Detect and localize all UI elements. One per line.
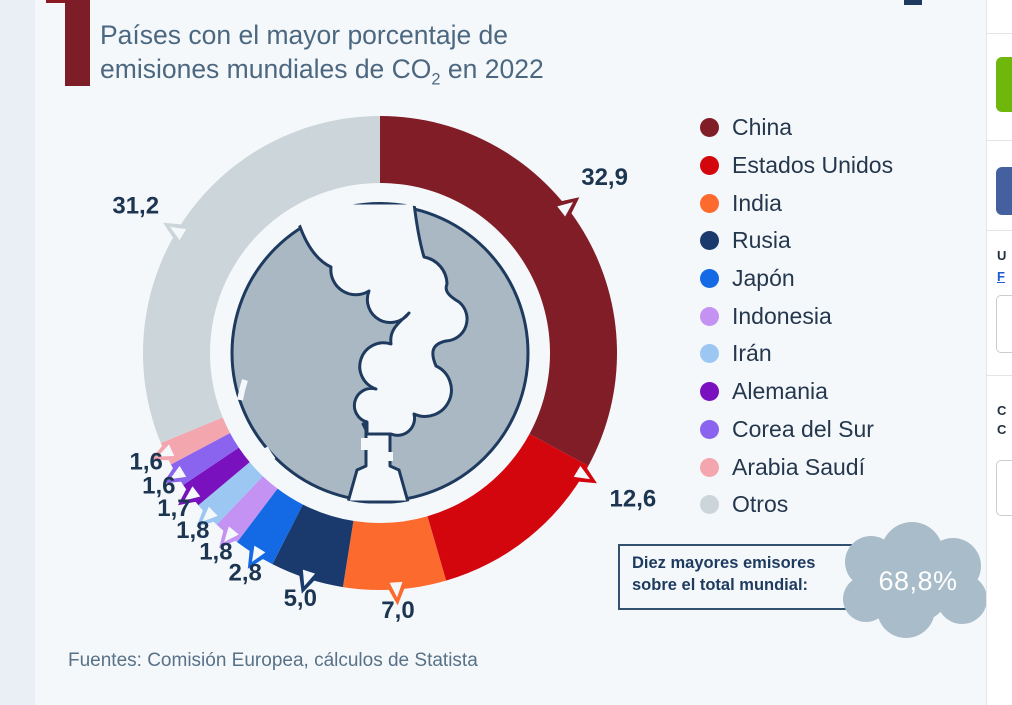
legend-swatch bbox=[700, 193, 719, 213]
slice-marker bbox=[573, 465, 591, 480]
donut-chart: 32,912,67,05,02,81,81,81,71,61,631,2 bbox=[112, 116, 657, 624]
slice-japón[interactable] bbox=[237, 488, 303, 565]
legend-item-indonesia: Indonesia bbox=[700, 297, 893, 335]
sidebar-input-box[interactable] bbox=[996, 460, 1012, 516]
legend-label: China bbox=[732, 114, 793, 141]
legend-label: Irán bbox=[732, 340, 772, 367]
legend-label: Indonesia bbox=[732, 302, 832, 329]
value-label-estados-unidos: 12,6 bbox=[610, 486, 657, 513]
annotation-line1: Diez mayores emisores bbox=[632, 554, 816, 572]
slice-irán[interactable] bbox=[198, 462, 263, 525]
value-label-china: 32,9 bbox=[581, 164, 628, 191]
value-label-rusia: 5,0 bbox=[284, 585, 317, 612]
legend-label: Alemania bbox=[732, 378, 828, 405]
legend-label: India bbox=[732, 189, 782, 216]
slice-rusia[interactable] bbox=[272, 504, 354, 588]
legend-label: Japón bbox=[732, 265, 795, 292]
title-line1: Países con el mayor porcentaje de bbox=[100, 20, 509, 50]
annotation-value: 68,8% bbox=[878, 566, 958, 596]
slice-marker bbox=[251, 545, 266, 562]
chart-legend: China Estados Unidos India Rusia Japón Indone… bbox=[700, 109, 893, 524]
slice-marker bbox=[557, 202, 574, 217]
slice-indonesia[interactable] bbox=[216, 476, 278, 543]
legend-item-rusia: Rusia bbox=[700, 222, 893, 260]
source-text: Fuentes: Comisión Europea, cálculos de S… bbox=[68, 650, 478, 671]
divider bbox=[987, 33, 1012, 34]
legend-item-japón: Japón bbox=[700, 260, 893, 298]
legend-item-india: India bbox=[700, 184, 893, 222]
cropped-top-icon bbox=[904, 0, 922, 5]
slice-marker bbox=[184, 486, 201, 501]
legend-label: Corea del Sur bbox=[732, 415, 874, 442]
page-title: Países con el mayor porcentaje de emisio… bbox=[100, 18, 700, 89]
infographic-card: Países con el mayor porcentaje de emisio… bbox=[35, 0, 987, 705]
legend-item-irán: Irán bbox=[700, 335, 893, 373]
slice-marker bbox=[302, 569, 316, 587]
center-illustration bbox=[230, 202, 530, 504]
legend-swatch bbox=[700, 344, 719, 364]
value-label-india: 7,0 bbox=[381, 597, 414, 624]
slice-marker bbox=[169, 465, 187, 480]
value-label-corea-del-sur: 1,6 bbox=[142, 472, 175, 499]
divider bbox=[987, 375, 1012, 376]
legend-item-corea-del-sur: Corea del Sur bbox=[700, 411, 893, 449]
value-label-otros: 31,2 bbox=[112, 193, 159, 220]
smoke-cloud-illustration bbox=[291, 202, 469, 437]
slice-estados-unidos[interactable] bbox=[427, 433, 589, 581]
title-accent-bar bbox=[65, 0, 90, 86]
divider bbox=[987, 140, 1012, 141]
value-label-alemania: 1,7 bbox=[157, 495, 190, 522]
slice-china[interactable] bbox=[380, 116, 617, 466]
slice-marker bbox=[389, 581, 403, 598]
slice-marker bbox=[169, 226, 187, 241]
annotation-box: Diez mayores emisores sobre el total mun… bbox=[618, 544, 860, 610]
legend-label: Otros bbox=[732, 491, 789, 518]
sidebar-text-fragment: C bbox=[997, 403, 1007, 418]
legend-swatch bbox=[700, 457, 719, 477]
legend-swatch bbox=[700, 419, 719, 439]
legend-swatch bbox=[700, 118, 719, 138]
annotation-cloud: 68,8% bbox=[823, 518, 1003, 648]
sidebar-text-fragment: C bbox=[997, 422, 1007, 437]
sidebar-text-fragment: U bbox=[997, 248, 1007, 263]
legend-label: Arabia Saudí bbox=[732, 453, 865, 480]
slice-alemania[interactable] bbox=[183, 447, 250, 506]
divider bbox=[987, 230, 1012, 231]
slice-india[interactable] bbox=[342, 516, 447, 590]
value-label-irán: 1,8 bbox=[176, 517, 209, 544]
legend-item-alemania: Alemania bbox=[700, 373, 893, 411]
legend-label: Estados Unidos bbox=[732, 152, 894, 179]
legend-swatch bbox=[700, 269, 719, 289]
legend-item-otros: Otros bbox=[700, 486, 893, 524]
legend-swatch bbox=[700, 495, 719, 515]
legend-item-estados-unidos: Estados Unidos bbox=[700, 147, 893, 185]
legend-label: Rusia bbox=[732, 227, 791, 254]
value-label-indonesia: 1,8 bbox=[199, 539, 232, 566]
slice-otros[interactable] bbox=[143, 116, 380, 444]
value-label-arabia-saudí: 1,6 bbox=[129, 449, 162, 476]
annotation-line2: sobre el total mundial: bbox=[632, 576, 809, 594]
legend-swatch bbox=[700, 231, 719, 251]
green-action-button[interactable] bbox=[996, 57, 1012, 112]
legend-swatch bbox=[700, 306, 719, 326]
navy-action-button[interactable] bbox=[996, 167, 1012, 215]
slice-marker bbox=[298, 571, 318, 594]
sidebar-input-box[interactable] bbox=[996, 295, 1012, 353]
legend-item-china: China bbox=[700, 109, 893, 147]
sidebar-link-fragment[interactable]: F bbox=[997, 269, 1005, 284]
value-label-japón: 2,8 bbox=[229, 559, 262, 586]
slice-marker bbox=[202, 506, 218, 522]
slice-arabia-saudí[interactable] bbox=[160, 417, 231, 465]
right-sidebar-cropped: U F C C bbox=[986, 0, 1012, 705]
legend-swatch bbox=[700, 156, 719, 176]
legend-swatch bbox=[700, 382, 719, 402]
title-line2: emisiones mundiales de CO2 en 2022 bbox=[100, 54, 544, 89]
slice-corea-del-sur[interactable] bbox=[170, 433, 239, 485]
legend-item-arabia-saudí: Arabia Saudí bbox=[700, 448, 893, 486]
slice-marker bbox=[157, 444, 175, 457]
top-red-sliver bbox=[46, 0, 66, 3]
slice-marker bbox=[224, 526, 239, 543]
